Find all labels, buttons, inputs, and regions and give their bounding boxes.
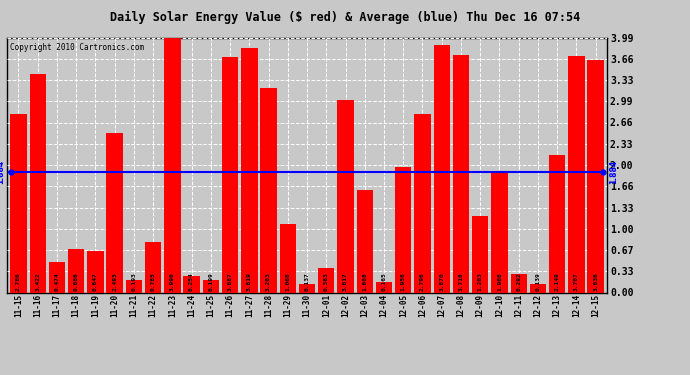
Text: 3.990: 3.990: [170, 273, 175, 291]
Text: Copyright 2010 Cartronics.com: Copyright 2010 Cartronics.com: [10, 43, 144, 52]
Bar: [241, 48, 257, 292]
Bar: [203, 280, 219, 292]
Bar: [337, 100, 354, 292]
Bar: [279, 224, 296, 292]
Bar: [414, 114, 431, 292]
Bar: [549, 155, 565, 292]
Text: 2.149: 2.149: [555, 273, 560, 291]
Text: 3.819: 3.819: [247, 273, 252, 291]
Bar: [511, 274, 527, 292]
Text: 3.636: 3.636: [593, 273, 598, 291]
Bar: [30, 74, 46, 292]
Text: 3.687: 3.687: [228, 273, 233, 291]
Bar: [145, 242, 161, 292]
Text: 3.203: 3.203: [266, 273, 271, 291]
Bar: [491, 171, 508, 292]
Text: 1.884: 1.884: [609, 160, 618, 184]
Bar: [164, 38, 181, 292]
Text: 2.493: 2.493: [112, 273, 117, 291]
Text: 0.137: 0.137: [304, 273, 310, 291]
Bar: [299, 284, 315, 292]
Text: 1.884: 1.884: [0, 160, 5, 184]
Text: 3.017: 3.017: [343, 273, 348, 291]
Text: 0.686: 0.686: [74, 273, 79, 291]
Text: 2.796: 2.796: [420, 273, 425, 291]
Text: 2.786: 2.786: [16, 273, 21, 291]
Bar: [318, 268, 335, 292]
Text: 1.608: 1.608: [362, 273, 367, 291]
Text: 1.956: 1.956: [401, 273, 406, 291]
Bar: [569, 56, 584, 292]
Bar: [433, 45, 450, 292]
Text: 0.785: 0.785: [150, 273, 156, 291]
Text: 3.716: 3.716: [458, 273, 464, 291]
Text: 3.707: 3.707: [574, 273, 579, 291]
Bar: [184, 276, 200, 292]
Text: 0.383: 0.383: [324, 273, 329, 291]
Text: 0.139: 0.139: [535, 273, 540, 291]
Text: Daily Solar Energy Value ($ red) & Average (blue) Thu Dec 16 07:54: Daily Solar Energy Value ($ red) & Avera…: [110, 11, 580, 24]
Bar: [357, 190, 373, 292]
Text: 0.292: 0.292: [516, 273, 521, 291]
Bar: [260, 88, 277, 292]
Bar: [587, 60, 604, 292]
Bar: [87, 251, 104, 292]
Text: 3.870: 3.870: [440, 273, 444, 291]
Text: 0.199: 0.199: [208, 273, 213, 291]
Text: 0.254: 0.254: [189, 273, 194, 291]
Text: 0.193: 0.193: [131, 273, 137, 291]
Text: 0.647: 0.647: [93, 273, 98, 291]
Bar: [10, 114, 27, 292]
Bar: [395, 168, 411, 292]
Bar: [222, 57, 238, 292]
Text: 0.165: 0.165: [382, 273, 386, 291]
Bar: [126, 280, 142, 292]
Bar: [530, 284, 546, 292]
Bar: [106, 133, 123, 292]
Bar: [376, 282, 392, 292]
Bar: [453, 55, 469, 292]
Text: 1.908: 1.908: [497, 273, 502, 291]
Text: 1.068: 1.068: [285, 273, 290, 291]
Bar: [472, 216, 489, 292]
Text: 1.203: 1.203: [477, 273, 483, 291]
Bar: [68, 249, 84, 292]
Text: 0.474: 0.474: [55, 273, 59, 291]
Text: 3.422: 3.422: [35, 273, 40, 291]
Bar: [49, 262, 65, 292]
